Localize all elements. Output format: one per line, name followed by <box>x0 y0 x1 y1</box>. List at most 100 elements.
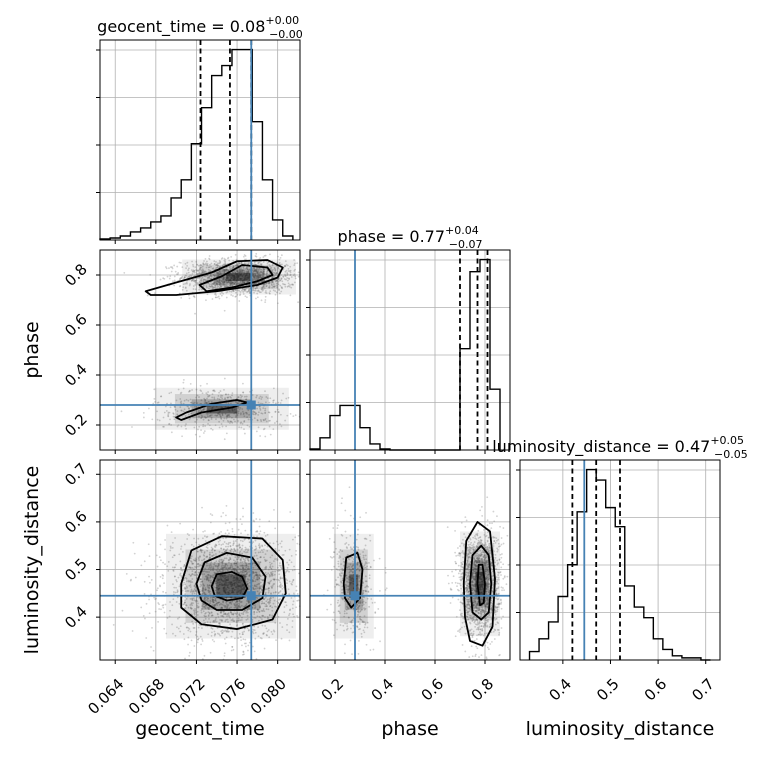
sample-point <box>206 277 209 279</box>
sample-point <box>235 258 238 261</box>
sample-point <box>235 273 238 276</box>
sample-point <box>214 284 216 287</box>
sample-point <box>272 281 274 284</box>
sample-point <box>260 274 262 277</box>
sample-point <box>221 280 224 283</box>
sample-point <box>244 288 247 291</box>
sample-point <box>194 288 197 291</box>
sample-point <box>220 530 222 533</box>
sample-point <box>287 267 290 270</box>
sample-point <box>231 275 234 278</box>
sample-point <box>258 272 261 275</box>
sample-point <box>245 278 248 281</box>
sample-point <box>262 288 265 291</box>
sample-point <box>238 268 241 270</box>
sample-point <box>186 276 189 279</box>
sample-point <box>280 277 283 280</box>
sample-point <box>215 279 218 281</box>
sample-point <box>223 281 226 284</box>
sample-point <box>232 272 235 274</box>
sample-point <box>251 277 254 280</box>
sample-point <box>231 528 234 530</box>
sample-point <box>232 259 235 262</box>
sample-point <box>248 274 250 277</box>
sample-point <box>245 277 248 280</box>
sample-point <box>232 265 235 268</box>
y-tick-label: 0.7 <box>61 459 91 489</box>
sample-point <box>187 269 190 271</box>
sample-point <box>192 295 195 298</box>
sample-point <box>225 268 228 271</box>
sample-point <box>286 274 289 277</box>
sample-point <box>208 276 210 279</box>
sample-point <box>220 285 223 288</box>
sample-point <box>159 575 162 578</box>
sample-point <box>243 258 246 261</box>
sample-point <box>292 283 295 286</box>
sample-point <box>206 276 209 279</box>
sample-point <box>289 284 291 286</box>
sample-point <box>218 273 221 276</box>
sample-point <box>288 270 291 272</box>
sample-point <box>240 278 242 280</box>
sample-point <box>225 279 228 282</box>
sample-point <box>229 282 232 285</box>
sample-point <box>239 277 242 280</box>
sample-point <box>248 275 251 278</box>
sample-point <box>185 267 187 270</box>
sample-point <box>246 276 248 279</box>
sample-point <box>276 279 279 282</box>
sample-point <box>227 274 230 276</box>
sample-point <box>233 280 236 283</box>
sample-point <box>225 284 228 287</box>
sample-point <box>221 279 223 282</box>
sample-point <box>179 285 182 287</box>
sample-point <box>220 291 223 294</box>
title-main: phase = 0.77 <box>338 227 445 246</box>
sample-point <box>245 258 247 261</box>
sample-point <box>197 264 200 267</box>
sample-point <box>234 272 237 275</box>
sample-point <box>202 270 205 273</box>
sample-point <box>146 294 149 297</box>
sample-point <box>224 276 227 279</box>
sample-point <box>175 273 178 276</box>
sample-point <box>242 255 245 258</box>
sample-point <box>261 280 263 282</box>
sample-point <box>202 271 205 274</box>
sample-point <box>263 284 265 287</box>
sample-point <box>229 267 231 269</box>
sample-point <box>191 279 193 282</box>
sample-point <box>248 292 251 294</box>
sample-point <box>263 647 266 650</box>
sample-point <box>173 275 176 278</box>
sample-point <box>224 269 227 272</box>
sample-point <box>232 648 235 651</box>
sample-point <box>209 513 212 515</box>
sample-point <box>292 274 295 277</box>
sample-point <box>252 273 255 276</box>
sample-point <box>236 277 239 280</box>
sample-point <box>259 435 262 437</box>
sample-point <box>267 281 270 284</box>
sample-point <box>205 266 208 269</box>
sample-point <box>202 271 204 274</box>
sample-point <box>190 280 193 282</box>
sample-point <box>144 617 146 620</box>
sample-point <box>246 272 249 275</box>
sample-point <box>268 273 271 276</box>
sample-point <box>205 286 208 289</box>
sample-point <box>294 281 296 284</box>
sample-point <box>168 267 170 270</box>
sample-point <box>235 273 238 276</box>
sample-point <box>261 276 264 279</box>
sample-point <box>252 274 255 277</box>
sample-point <box>241 271 243 274</box>
sample-point <box>289 269 292 272</box>
sample-point <box>215 274 218 277</box>
sample-point <box>220 283 223 286</box>
sample-point <box>271 280 273 283</box>
sample-point <box>237 275 239 278</box>
sample-point <box>227 281 230 283</box>
y-tick-label: 0.4 <box>61 602 91 632</box>
